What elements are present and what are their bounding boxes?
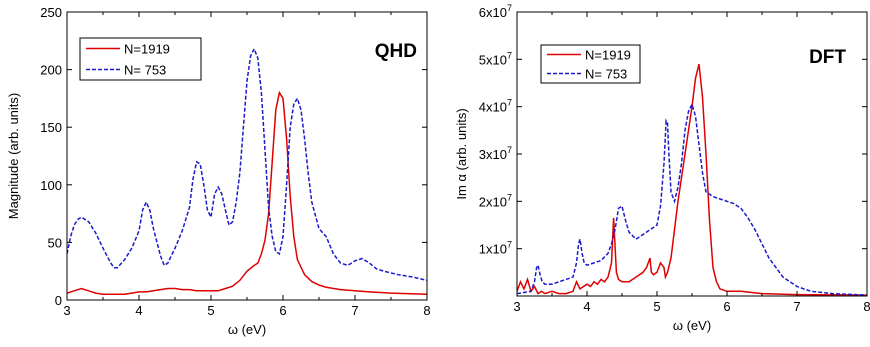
panel-1-y-tick-label-2: 3x107 [479,145,512,162]
panel-1-legend-label-0: N=1919 [585,48,631,63]
panel-0-x-tick-label-5: 8 [423,303,430,318]
panel-0-x-tick-label-0: 3 [63,303,70,318]
panel-0-y-tick-label-1: 50 [48,235,62,250]
panel-1-x-axis-title: ω (eV) [673,318,711,333]
panel-0-series-0-line [67,90,427,295]
panel-0-x-axis-title: ω (eV) [228,322,266,337]
panel-dft: 3 4 5 6 7 8 1x107 2x107 3x107 4x107 5x107 6x107 ω (e… [454,3,870,333]
panel-1-y-tick-label-4: 5x107 [479,50,512,67]
panel-1-y-tick-label-1: 2x107 [479,192,512,209]
panel-1-x-tick-label-2: 5 [653,299,660,314]
panel-1-x-tick-label-4: 7 [793,299,800,314]
panel-0-panel-tag: QHD [375,41,417,62]
panel-1-y-tick-label-5: 6x107 [479,3,512,20]
panel-0-y-tick-label-3: 150 [40,120,62,135]
panel-1-panel-tag: DFT [809,47,846,68]
panel-0-y-tick-label-4: 200 [40,63,62,78]
panel-0-x-tick-label-4: 7 [351,303,358,318]
panel-0-y-axis-title: Magnitude (arb. units) [6,93,21,219]
panel-1-x-tick-label-1: 4 [583,299,590,314]
panel-1-legend-label-1: N= 753 [585,67,627,82]
panel-1-x-tick-label-0: 3 [513,299,520,314]
panel-0-x-tick-label-3: 6 [279,303,286,318]
panel-1-y-axis-title: Im α (arb. units) [454,108,469,199]
panel-0-legend-box [79,37,202,81]
panel-0-legend-label-0: N=1919 [124,42,170,57]
panel-qhd: 3 4 5 6 7 8 0 50 100 150 200 250 ω (eV) Magnitude (ar… [6,5,431,337]
panel-1-legend-box [540,44,641,84]
panel-0-y-tick-label-2: 100 [40,178,62,193]
panel-1-y-tick-label-3: 4x107 [479,98,512,115]
panel-1-y-tick-label-0: 1x107 [479,240,512,257]
panel-1-x-tick-label-5: 8 [863,299,870,314]
panel-1-x-tick-label-3: 6 [723,299,730,314]
panel-0-x-tick-label-2: 5 [207,303,214,318]
panel-0-y-tick-label-5: 250 [40,5,62,20]
panel-0-x-tick-label-1: 4 [135,303,142,318]
panel-1-series-1-line [517,102,867,296]
panel-0-series-1-line [67,47,427,282]
panel-0-y-tick-label-0: 0 [55,293,62,308]
panel-1-series-0-line [517,63,867,296]
panel-0-legend-label-1: N= 753 [124,63,166,78]
